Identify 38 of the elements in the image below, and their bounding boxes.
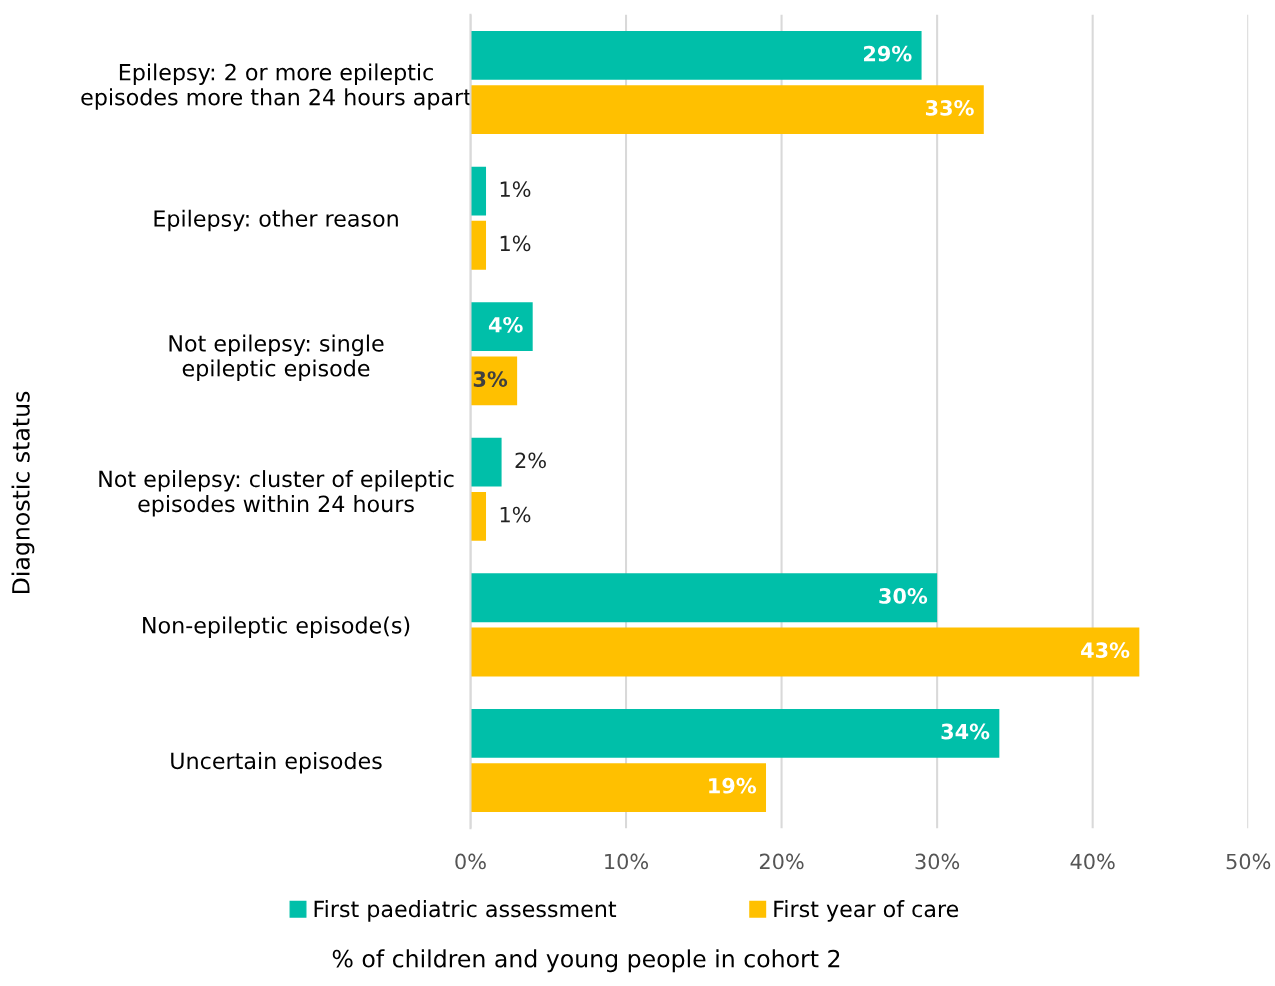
y-tick-label: Epilepsy: other reason [154, 209, 398, 232]
data-label: 1% [500, 235, 531, 252]
data-label: 1% [500, 181, 531, 198]
bar [470, 31, 922, 80]
x-tick-label: 50% [1226, 853, 1271, 870]
data-label: 33% [925, 99, 974, 116]
y-tick-label: Non-epileptic episode(s) [143, 616, 410, 638]
data-label: 29% [864, 45, 912, 62]
x-tick-label: 30% [915, 853, 960, 870]
data-label: 3% [473, 371, 508, 387]
bar [470, 573, 938, 623]
data-label: 43% [1081, 642, 1130, 659]
bar [470, 763, 767, 812]
legend-label: First paediatric assessment [314, 900, 617, 922]
y-axis-title: Diagnostic status [11, 391, 35, 594]
y-tick-label: Not epilepsy: cluster of epileptic episodes within 24 hours [99, 470, 454, 517]
x-axis-title: % of children and young people in cohort 2 [332, 949, 840, 973]
bar [470, 302, 533, 352]
bar [470, 627, 1140, 677]
data-label: 4% [488, 316, 523, 333]
bar [470, 220, 487, 270]
bar [470, 85, 984, 135]
x-tick-label: 0% [455, 853, 486, 870]
data-label: 2% [515, 452, 546, 469]
x-tick-label: 20% [759, 853, 804, 870]
y-tick-label: Epilepsy: 2 or more epileptic episodes more than 24 hours apart [81, 63, 472, 110]
y-tick-label: Uncertain episodes [171, 752, 382, 774]
data-label: 34% [941, 723, 990, 740]
legend-label: First year of care [774, 900, 959, 922]
bar [470, 437, 502, 487]
data-label: 30% [879, 588, 928, 604]
bar [470, 492, 487, 541]
y-tick-label: Not epilepsy: single epileptic episode [169, 334, 384, 381]
bar [470, 708, 1000, 758]
x-tick-label: 40% [1070, 853, 1115, 870]
x-tick-label: 10% [605, 853, 649, 870]
data-label: 19% [709, 777, 757, 794]
data-label: 1% [500, 506, 531, 523]
